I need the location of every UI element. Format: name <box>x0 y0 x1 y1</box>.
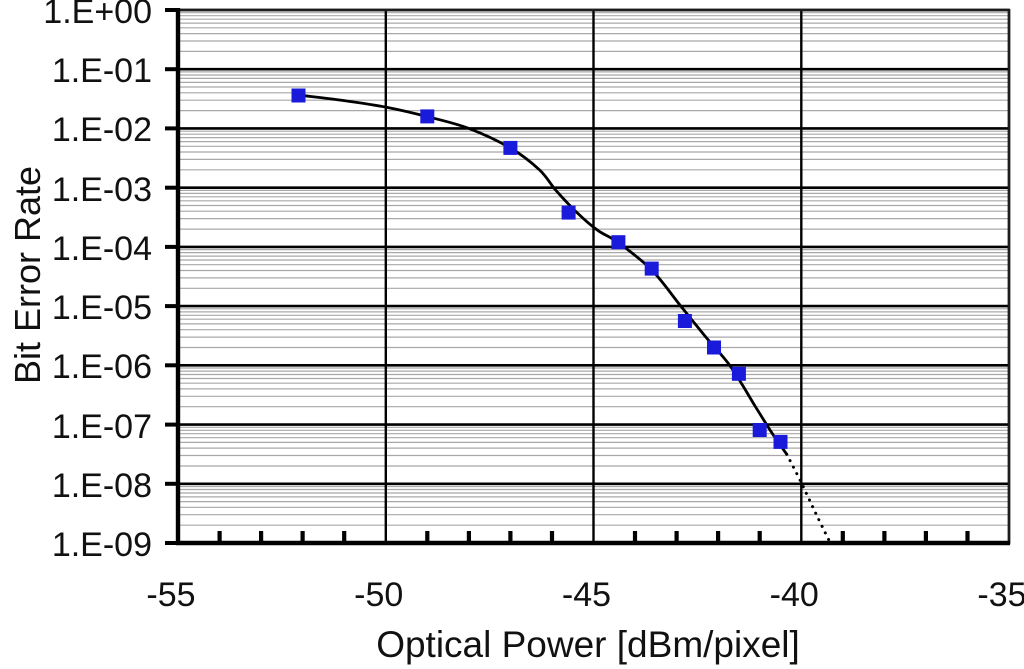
x-axis-title: Optical Power [dBm/pixel] <box>376 624 800 665</box>
data-point-marker <box>773 434 788 449</box>
x-tick-label: -50 <box>354 576 404 614</box>
y-tick-label: 1.E-07 <box>51 407 152 446</box>
y-axis-title: Bit Error Rate <box>7 165 48 385</box>
data-point-marker <box>611 235 626 250</box>
ber-fit-curve-dotted <box>785 452 832 545</box>
data-point-markers <box>291 88 788 449</box>
y-axis-ticks <box>165 8 178 545</box>
x-tick-label: -55 <box>146 576 196 614</box>
y-tick-label: 1.E-02 <box>51 111 152 150</box>
data-point-marker <box>503 140 518 155</box>
x-tick-label: -45 <box>561 576 612 614</box>
data-point-marker <box>561 205 576 220</box>
x-tick-label: -40 <box>769 576 819 614</box>
data-point-marker <box>677 314 692 328</box>
y-tick-label: 1.E-09 <box>51 526 152 564</box>
y-tick-label: 1.E-06 <box>51 348 152 387</box>
y-tick-label: 1.E-01 <box>51 52 152 91</box>
data-point-marker <box>420 109 435 124</box>
y-tick-label: 1.E+00 <box>43 0 152 31</box>
y-tick-label: 1.E-04 <box>51 229 152 268</box>
ber-fit-curve-solid <box>299 93 789 456</box>
y-tick-label: 1.E-05 <box>51 289 152 328</box>
x-tick-label: -35 <box>977 576 1024 614</box>
y-tick-label: 1.E-08 <box>51 466 152 505</box>
data-point-marker <box>707 340 721 355</box>
y-tick-label: 1.E-03 <box>51 170 152 209</box>
data-point-marker <box>291 88 306 103</box>
data-point-marker <box>644 261 659 276</box>
data-point-marker <box>731 366 746 381</box>
x-axis-minor-ticks <box>217 531 970 542</box>
data-point-marker <box>752 423 767 437</box>
